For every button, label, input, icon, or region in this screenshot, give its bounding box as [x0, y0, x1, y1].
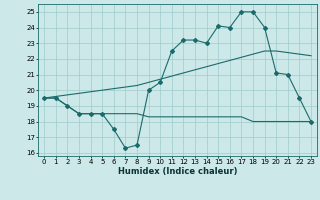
X-axis label: Humidex (Indice chaleur): Humidex (Indice chaleur) [118, 167, 237, 176]
